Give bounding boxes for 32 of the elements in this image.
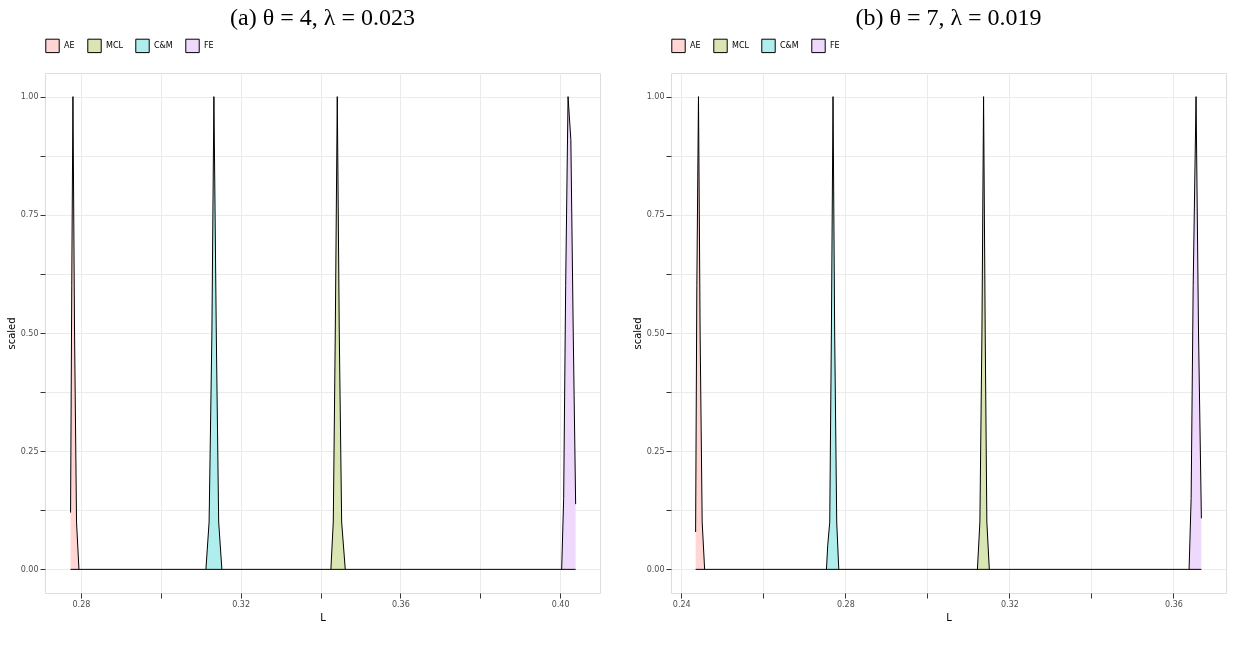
y-tick-label: 0.50	[20, 328, 39, 338]
y-tick-label: 0.75	[20, 210, 39, 220]
x-tick-label: 0.28	[836, 599, 855, 609]
x-tick-label: 0.36	[391, 599, 410, 609]
y-tick-label: 0.00	[646, 564, 665, 574]
legend-label: C&M	[154, 40, 173, 50]
x-tick-label: 0.24	[672, 599, 691, 609]
x-tick-label: 0.32	[1001, 599, 1019, 609]
x-axis-title: L	[320, 611, 327, 623]
legend-label: AE	[690, 40, 701, 50]
legend-label: FE	[204, 40, 214, 50]
legend-label: C&M	[780, 40, 799, 50]
legend-label: MCL	[732, 40, 750, 50]
y-tick-label: 1.00	[20, 92, 39, 102]
y-tick-label: 0.00	[20, 564, 39, 574]
y-axis-title: scaled	[631, 317, 643, 350]
x-tick-label: 0.36	[1165, 599, 1183, 609]
chart-title: (b) θ = 7, λ = 0.019	[855, 4, 1042, 30]
y-axis-title: scaled	[5, 317, 17, 350]
legend-label: AE	[64, 40, 75, 50]
y-tick-label: 0.50	[646, 328, 665, 338]
y-tick-label: 0.75	[646, 210, 665, 220]
chart-title: (a) θ = 4, λ = 0.023	[230, 4, 415, 30]
x-tick-label: 0.28	[72, 599, 91, 609]
legend-label: FE	[830, 40, 840, 50]
x-axis-title: L	[946, 611, 953, 623]
x-tick-label: 0.32	[232, 599, 251, 609]
legend-label: MCL	[106, 40, 124, 50]
y-tick-label: 1.00	[646, 92, 665, 102]
x-tick-label: 0.40	[551, 599, 570, 609]
y-tick-label: 0.25	[646, 446, 665, 456]
y-tick-label: 0.25	[20, 446, 39, 456]
